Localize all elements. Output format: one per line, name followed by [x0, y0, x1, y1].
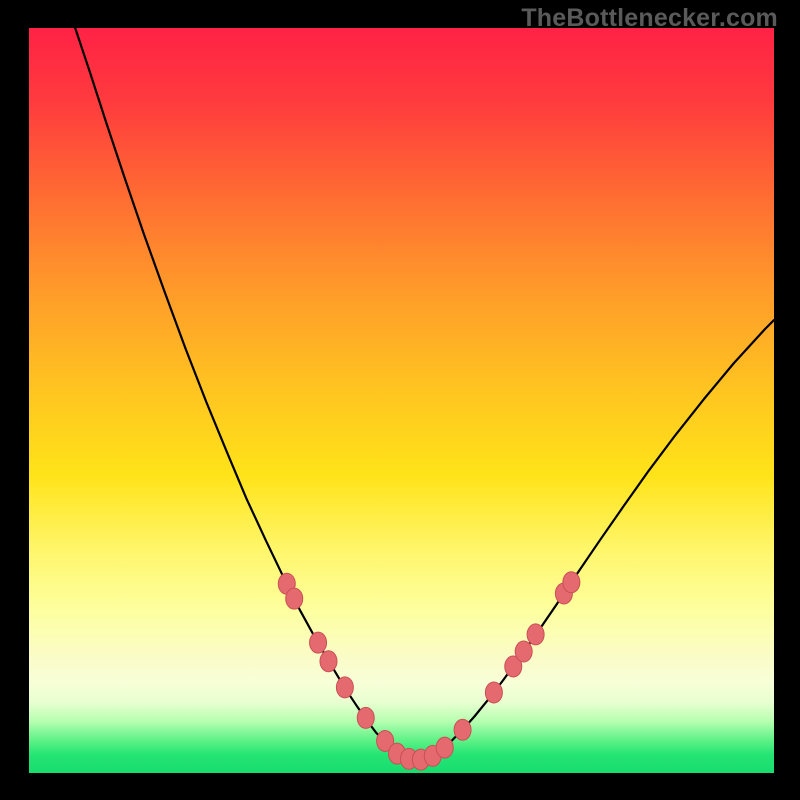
curve-marker — [357, 707, 374, 728]
curve-marker — [310, 632, 327, 653]
gradient-background — [29, 28, 774, 773]
curve-marker — [336, 677, 353, 698]
chart-svg — [29, 28, 774, 773]
curve-marker — [563, 572, 580, 593]
plot-area — [29, 28, 774, 773]
curve-marker — [515, 641, 532, 662]
watermark-text: TheBottlenecker.com — [521, 4, 778, 33]
curve-marker — [485, 682, 502, 703]
curve-marker — [320, 651, 337, 672]
curve-marker — [527, 624, 544, 645]
chart-frame: TheBottlenecker.com — [0, 0, 800, 800]
curve-marker — [286, 588, 303, 609]
curve-marker — [454, 719, 471, 740]
curve-marker — [436, 737, 453, 758]
